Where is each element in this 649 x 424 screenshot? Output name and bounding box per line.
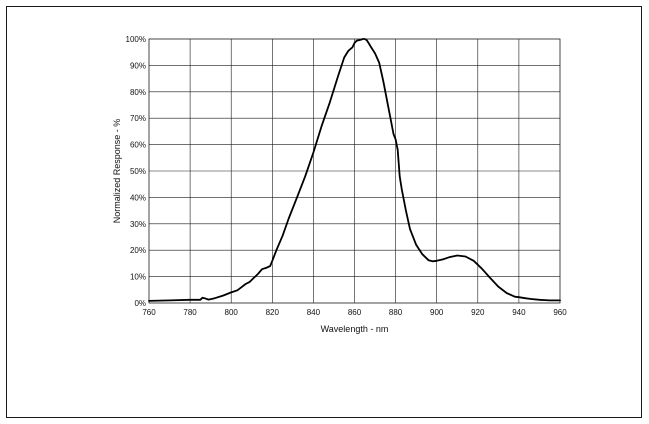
y-tick-label: 30% xyxy=(130,220,146,229)
y-tick-label: 10% xyxy=(130,273,146,282)
y-tick-label: 0% xyxy=(134,299,146,308)
y-axis-title: Normalized Response - % xyxy=(112,119,122,224)
y-axis-ticks: 0% 10% 20% 30% 40% 50% 60% 70% 80% 90% 100% xyxy=(126,35,146,308)
y-tick-label: 80% xyxy=(130,88,146,97)
plot-area-border xyxy=(148,38,561,304)
x-tick-label: 760 xyxy=(142,308,156,317)
x-tick-label: 960 xyxy=(553,308,567,317)
y-tick-label: 20% xyxy=(130,246,146,255)
chart-frame xyxy=(6,6,642,418)
x-tick-label: 900 xyxy=(430,308,444,317)
x-axis-title: Wavelength - nm xyxy=(321,324,389,334)
x-tick-label: 780 xyxy=(183,308,197,317)
x-tick-label: 840 xyxy=(307,308,321,317)
x-tick-label: 880 xyxy=(389,308,403,317)
y-tick-label: 90% xyxy=(130,61,146,70)
x-axis-ticks: 760 780 800 820 840 860 880 900 920 940 960 xyxy=(142,308,567,317)
y-tick-label: 70% xyxy=(130,114,146,123)
response-curve xyxy=(148,38,561,302)
x-tick-label: 820 xyxy=(266,308,280,317)
grid-lines xyxy=(149,39,560,303)
x-tick-label: 920 xyxy=(471,308,485,317)
y-tick-label: 60% xyxy=(130,141,146,150)
x-tick-label: 860 xyxy=(348,308,362,317)
x-tick-label: 940 xyxy=(512,308,526,317)
y-tick-label: 100% xyxy=(126,35,146,44)
y-tick-label: 50% xyxy=(130,167,146,176)
y-tick-label: 40% xyxy=(130,193,146,202)
x-tick-label: 800 xyxy=(225,308,239,317)
